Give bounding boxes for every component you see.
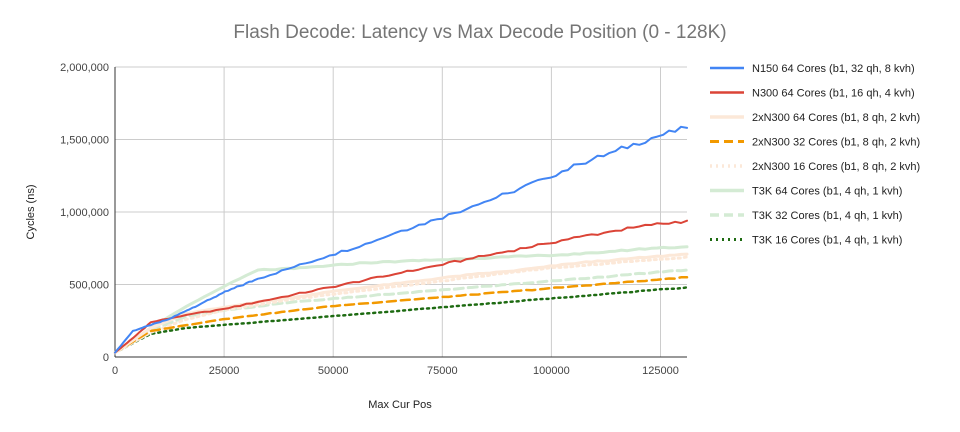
y-tick-label: 2,000,000 bbox=[60, 62, 109, 74]
legend-label: T3K 32 Cores (b1, 4 qh, 1 kvh) bbox=[752, 210, 902, 222]
legend-label: T3K 64 Cores (b1, 4 qh, 1 kvh) bbox=[752, 186, 902, 198]
x-tick-label: 125000 bbox=[642, 365, 679, 377]
x-tick-label: 0 bbox=[112, 365, 118, 377]
y-tick-label: 1,500,000 bbox=[60, 135, 109, 147]
x-tick-label: 100000 bbox=[533, 365, 570, 377]
x-tick-label: 75000 bbox=[427, 365, 458, 377]
x-tick-label: 25000 bbox=[209, 365, 240, 377]
legend-label: 2xN300 16 Cores (b1, 8 qh, 2 kvh) bbox=[752, 161, 920, 173]
y-axis-label: Cycles (ns) bbox=[25, 184, 37, 239]
series-line bbox=[114, 219, 688, 354]
axes: 0 500,000 1,000,000 1,500,000 2,000,000 0 2500… bbox=[60, 62, 687, 377]
series-line bbox=[113, 245, 689, 355]
legend: N150 64 Cores (b1, 32 qh, 8 kvh) N300 64 … bbox=[710, 63, 920, 247]
y-tick-label: 1,000,000 bbox=[60, 207, 109, 219]
legend-label: N300 64 Cores (b1, 16 qh, 4 kvh) bbox=[752, 88, 915, 100]
legend-label: T3K 16 Cores (b1, 4 qh, 1 kvh) bbox=[752, 235, 902, 247]
x-axis-label: Max Cur Pos bbox=[368, 399, 432, 411]
y-tick-label: 500,000 bbox=[69, 280, 109, 292]
grid bbox=[114, 66, 687, 358]
legend-label: N150 64 Cores (b1, 32 qh, 8 kvh) bbox=[752, 63, 915, 75]
legend-label: 2xN300 32 Cores (b1, 8 qh, 2 kvh) bbox=[752, 137, 920, 149]
chart-title: Flash Decode: Latency vs Max Decode Posi… bbox=[233, 22, 727, 43]
series-line bbox=[113, 255, 689, 355]
legend-label: 2xN300 64 Cores (b1, 8 qh, 2 kvh) bbox=[752, 112, 920, 124]
y-tick-label: 0 bbox=[103, 352, 109, 364]
series-group bbox=[113, 125, 689, 355]
series-line bbox=[113, 276, 689, 354]
x-tick-label: 50000 bbox=[318, 365, 349, 377]
series-line bbox=[114, 125, 688, 354]
series-line bbox=[113, 252, 689, 355]
